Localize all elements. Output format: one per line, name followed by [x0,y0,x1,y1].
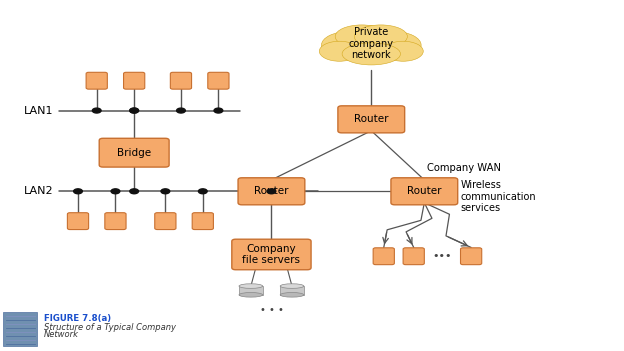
Text: Router: Router [354,114,389,124]
Circle shape [130,108,139,113]
FancyBboxPatch shape [170,72,192,89]
Text: Structure of a Typical Company: Structure of a Typical Company [44,323,176,332]
FancyBboxPatch shape [403,248,424,265]
Ellipse shape [280,293,304,297]
Text: Router: Router [254,186,289,196]
FancyBboxPatch shape [208,72,229,89]
Text: • • •: • • • [260,305,283,315]
FancyBboxPatch shape [192,213,213,230]
Circle shape [111,189,120,194]
FancyBboxPatch shape [3,312,37,346]
FancyBboxPatch shape [373,248,394,265]
Circle shape [214,108,223,113]
Text: Company
file servers: Company file servers [243,244,300,265]
FancyBboxPatch shape [67,213,89,230]
FancyBboxPatch shape [232,239,311,270]
Ellipse shape [333,26,409,62]
Ellipse shape [335,25,388,48]
Circle shape [130,189,139,194]
Text: Private
company
network: Private company network [349,27,394,60]
FancyBboxPatch shape [86,72,107,89]
Circle shape [74,189,82,194]
Text: LAN1: LAN1 [24,106,53,115]
Text: Company WAN: Company WAN [427,163,502,173]
FancyBboxPatch shape [239,286,263,295]
Circle shape [130,108,139,113]
FancyBboxPatch shape [338,106,404,133]
Ellipse shape [354,25,407,48]
Circle shape [267,189,276,194]
Ellipse shape [319,41,359,61]
Ellipse shape [383,41,423,61]
Text: Bridge: Bridge [117,148,151,158]
Circle shape [161,189,170,194]
Text: LAN2: LAN2 [24,186,53,196]
FancyBboxPatch shape [280,286,304,295]
Text: FIGURE 7.8(a): FIGURE 7.8(a) [44,314,111,323]
Circle shape [198,189,207,194]
FancyBboxPatch shape [391,178,458,205]
FancyBboxPatch shape [461,248,482,265]
Text: Router: Router [407,186,442,196]
FancyBboxPatch shape [105,213,126,230]
Text: •••: ••• [432,251,452,261]
FancyBboxPatch shape [238,178,305,205]
Text: Network: Network [44,330,79,339]
Circle shape [92,108,101,113]
Ellipse shape [366,32,421,59]
Circle shape [177,108,185,113]
FancyBboxPatch shape [99,138,169,167]
Ellipse shape [342,43,401,65]
FancyBboxPatch shape [155,213,176,230]
FancyBboxPatch shape [124,72,145,89]
Ellipse shape [239,293,263,297]
Ellipse shape [321,32,377,59]
Text: Wireless
communication
services: Wireless communication services [461,180,536,213]
Ellipse shape [280,284,304,289]
Ellipse shape [239,284,263,289]
